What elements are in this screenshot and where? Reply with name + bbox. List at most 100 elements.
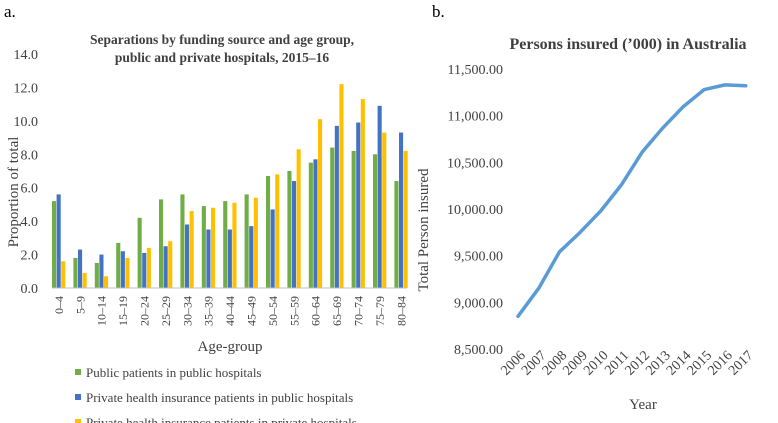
chart-a-bar	[137, 217, 142, 288]
chart-a-x-ticks: 0–4 5–9 10–14 15–19 20–24 25–29 30–34 35–39 40–4…	[52, 296, 408, 326]
chart-b-title: Persons insured (’000) in Australia	[509, 36, 746, 53]
chart-a-legend: Public patients in public hospitals Priva…	[75, 365, 357, 423]
chart-a-bar	[232, 202, 237, 288]
chart-a-bar	[377, 105, 382, 288]
chart-a-x-tick: 55–59	[287, 296, 301, 326]
chart-a-bar	[394, 181, 399, 288]
chart-a-bar	[116, 242, 121, 288]
chart-a-bar	[146, 247, 151, 288]
chart-a-x-tick: 5–9	[73, 296, 87, 314]
chart-a-bar	[318, 119, 323, 288]
chart-a-bar	[206, 229, 211, 288]
chart-a-x-tick: 45–49	[245, 296, 259, 326]
chart-b-y-tick: 9,000.00	[454, 296, 503, 311]
chart-a-y-tick: 6.0	[21, 182, 39, 197]
chart-a-bar	[223, 201, 228, 288]
chart-b-y-tick: 10,000.00	[447, 203, 503, 218]
chart-a-y-tick: 12.0	[14, 81, 39, 96]
chart-a-bar	[373, 154, 378, 288]
chart-a-bar	[253, 197, 258, 288]
chart-b-y-tick: 8,500.00	[454, 343, 503, 358]
chart-a-bar	[61, 261, 66, 288]
chart-a-bar	[189, 211, 194, 288]
chart-a-bar	[244, 194, 249, 288]
chart-a-bar	[142, 252, 147, 288]
chart-a-bar	[403, 150, 408, 288]
chart-a-bar	[185, 224, 190, 288]
chart-a-x-tick: 30–34	[180, 296, 194, 326]
chart-a-legend-swatch	[75, 394, 81, 400]
chart-b-x-tick: 2017	[726, 348, 756, 378]
chart-a-bar	[360, 99, 365, 288]
chart-a-y-tick: 0.0	[21, 282, 39, 297]
chart-a-x-tick: 10–14	[95, 296, 109, 326]
chart-a-x-tick: 0–4	[52, 296, 66, 314]
chart-a-bar	[94, 262, 99, 288]
chart-a-x-tick: 80–84	[394, 296, 408, 326]
chart-a-title-line-1: Separations by funding source and age gr…	[90, 32, 354, 47]
chart-a-bar	[275, 174, 280, 288]
chart-a-x-tick: 15–19	[116, 296, 130, 326]
chart-a-y-tick: 4.0	[21, 215, 39, 230]
chart-b: b. Persons insured (’000) in Australia 8…	[416, 2, 757, 413]
chart-a-bar	[201, 206, 206, 288]
chart-a-x-tick: 40–44	[223, 296, 237, 326]
chart-b-y-tick: 11,000.00	[448, 110, 503, 125]
chart-a-legend-swatch	[75, 419, 81, 423]
chart-b-y-tick: 11,500.00	[448, 63, 503, 78]
chart-a-x-tick: 75–79	[373, 296, 387, 326]
chart-a-bars	[52, 84, 408, 289]
chart-a-bar	[296, 149, 301, 288]
chart-a-legend-label: Private health insurance patients in pub…	[86, 390, 353, 405]
chart-a-x-label: Age-group	[198, 339, 263, 355]
chart-a-bar	[125, 257, 130, 288]
chart-a-bar	[78, 249, 83, 288]
chart-b-y-tick: 10,500.00	[447, 156, 503, 171]
chart-a-bar	[287, 171, 292, 288]
chart-a-bar	[73, 257, 78, 288]
chart-a-bar	[334, 125, 339, 288]
chart-a-y-tick: 8.0	[21, 148, 39, 163]
chart-a-x-tick: 20–24	[138, 296, 152, 326]
chart-a-bar	[382, 132, 387, 288]
panel-a-label: a.	[4, 2, 16, 21]
chart-a-x-tick: 65–69	[330, 296, 344, 326]
chart-a-bar	[339, 84, 344, 288]
chart-b-y-ticks: 8,500.00 9,000.00 9,500.00 10,000.00 10,500.…	[447, 63, 503, 358]
chart-a-y-label: Proportion of total	[6, 137, 22, 248]
chart-b-x-label: Year	[629, 397, 657, 413]
chart-a-bar	[356, 122, 361, 289]
chart-b-x-ticks: 2006200720082009201020112012201320142015…	[498, 348, 756, 378]
chart-a-bar	[211, 207, 216, 288]
chart-a-legend-label: Private health insurance patients in pri…	[86, 415, 357, 423]
chart-a-y-ticks: 0.0 2.0 4.0 6.0 8.0 10.0 12.0 14.0	[14, 48, 39, 297]
chart-a-y-tick: 10.0	[14, 115, 39, 130]
chart-a-bar	[313, 159, 318, 288]
chart-a-x-tick: 50–54	[266, 296, 280, 326]
chart-a-bar	[227, 229, 232, 288]
chart-a-bar	[56, 194, 61, 288]
chart-a-y-tick: 2.0	[21, 249, 39, 264]
chart-a: a. Separations by funding source and age…	[4, 2, 408, 423]
chart-a-bar	[399, 132, 404, 288]
chart-a-bar	[270, 209, 275, 288]
chart-a-x-tick: 70–74	[352, 296, 366, 326]
chart-a-bar	[82, 272, 87, 288]
chart-a-legend-swatch	[75, 369, 81, 375]
chart-a-bar	[330, 147, 335, 288]
chart-a-legend-label: Public patients in public hospitals	[86, 365, 262, 380]
chart-b-line	[516, 83, 748, 319]
chart-a-bar	[99, 254, 104, 288]
chart-a-x-tick: 60–64	[309, 296, 323, 326]
chart-a-x-tick: 35–39	[202, 296, 216, 326]
chart-a-bar	[120, 251, 125, 288]
panel-b-label: b.	[432, 2, 445, 21]
chart-a-y-tick: 14.0	[14, 48, 39, 63]
chart-a-bar	[168, 241, 173, 288]
chart-a-bar	[292, 181, 297, 288]
chart-a-bar	[180, 194, 185, 288]
chart-a-bar	[52, 201, 57, 288]
chart-a-bar	[159, 199, 164, 288]
chart-a-bar	[104, 276, 109, 288]
